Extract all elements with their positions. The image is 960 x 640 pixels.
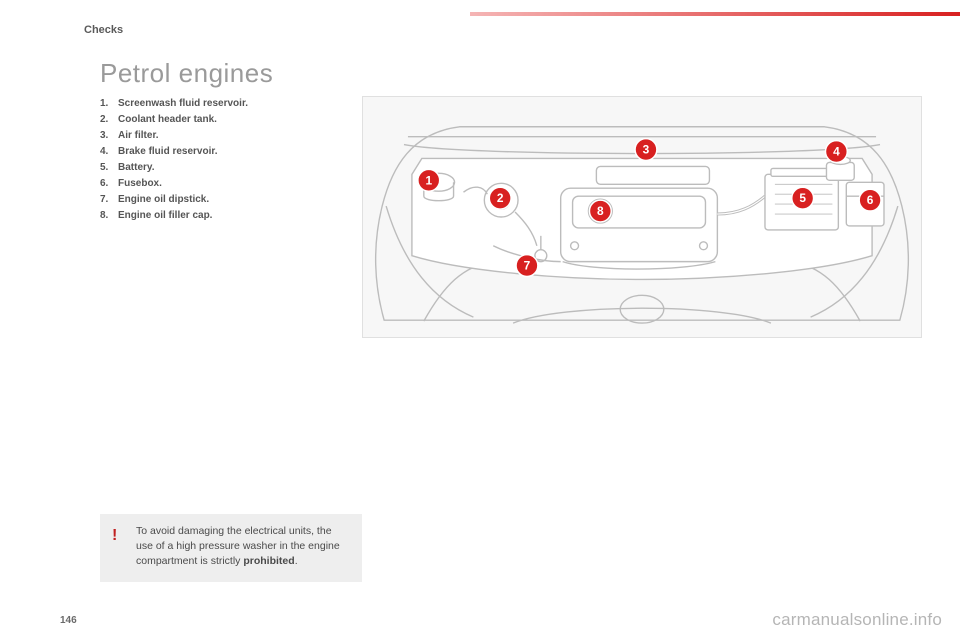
- list-item-text: Air filter.: [118, 128, 159, 144]
- diagram-marker-4: 4: [825, 141, 847, 163]
- list-item-number: 5.: [100, 160, 118, 176]
- list-item-number: 2.: [100, 112, 118, 128]
- header-accent-bar: [470, 12, 960, 16]
- list-item: 5.Battery.: [100, 160, 248, 176]
- list-item: 4.Brake fluid reservoir.: [100, 144, 248, 160]
- list-item-text: Coolant header tank.: [118, 112, 217, 128]
- diagram-marker-5: 5: [792, 187, 814, 209]
- list-item-text: Engine oil dipstick.: [118, 192, 209, 208]
- svg-text:6: 6: [867, 193, 874, 207]
- svg-text:5: 5: [799, 191, 806, 205]
- diagram-marker-1: 1: [418, 169, 440, 191]
- list-item: 7.Engine oil dipstick.: [100, 192, 248, 208]
- svg-text:8: 8: [597, 204, 604, 218]
- list-item-number: 6.: [100, 176, 118, 192]
- svg-text:7: 7: [524, 259, 531, 273]
- list-item-number: 1.: [100, 96, 118, 112]
- warning-text: To avoid damaging the electrical units, …: [136, 525, 340, 567]
- section-label: Checks: [84, 24, 123, 36]
- list-item-text: Battery.: [118, 160, 155, 176]
- list-item-text: Brake fluid reservoir.: [118, 144, 218, 160]
- numbered-list: 1.Screenwash fluid reservoir.2.Coolant h…: [100, 96, 248, 224]
- page-title: Petrol engines: [100, 58, 273, 89]
- diagram-marker-8: 8: [589, 200, 611, 222]
- list-item-number: 7.: [100, 192, 118, 208]
- warning-box: ! To avoid damaging the electrical units…: [100, 514, 362, 582]
- diagram-marker-6: 6: [859, 189, 881, 211]
- engine-bay-diagram: 1 2 3 4 5 6 7 8: [362, 96, 922, 338]
- page-number: 146: [60, 615, 77, 626]
- list-item-text: Engine oil filler cap.: [118, 208, 212, 224]
- diagram-marker-7: 7: [516, 255, 538, 277]
- list-item: 6.Fusebox.: [100, 176, 248, 192]
- list-item-number: 4.: [100, 144, 118, 160]
- watermark: carmanualsonline.info: [772, 610, 942, 630]
- list-item-number: 3.: [100, 128, 118, 144]
- warning-icon: !: [112, 524, 117, 547]
- list-item: 2.Coolant header tank.: [100, 112, 248, 128]
- list-item-text: Screenwash fluid reservoir.: [118, 96, 248, 112]
- svg-text:4: 4: [833, 145, 840, 159]
- diagram-marker-3: 3: [635, 139, 657, 161]
- engine-diagram-svg: 1 2 3 4 5 6 7 8: [363, 97, 921, 337]
- list-item: 1.Screenwash fluid reservoir.: [100, 96, 248, 112]
- diagram-marker-2: 2: [489, 187, 511, 209]
- svg-text:3: 3: [643, 143, 650, 157]
- list-item-text: Fusebox.: [118, 176, 162, 192]
- list-item-number: 8.: [100, 208, 118, 224]
- list-item: 3.Air filter.: [100, 128, 248, 144]
- svg-text:2: 2: [497, 191, 504, 205]
- list-item: 8.Engine oil filler cap.: [100, 208, 248, 224]
- svg-text:1: 1: [425, 173, 432, 187]
